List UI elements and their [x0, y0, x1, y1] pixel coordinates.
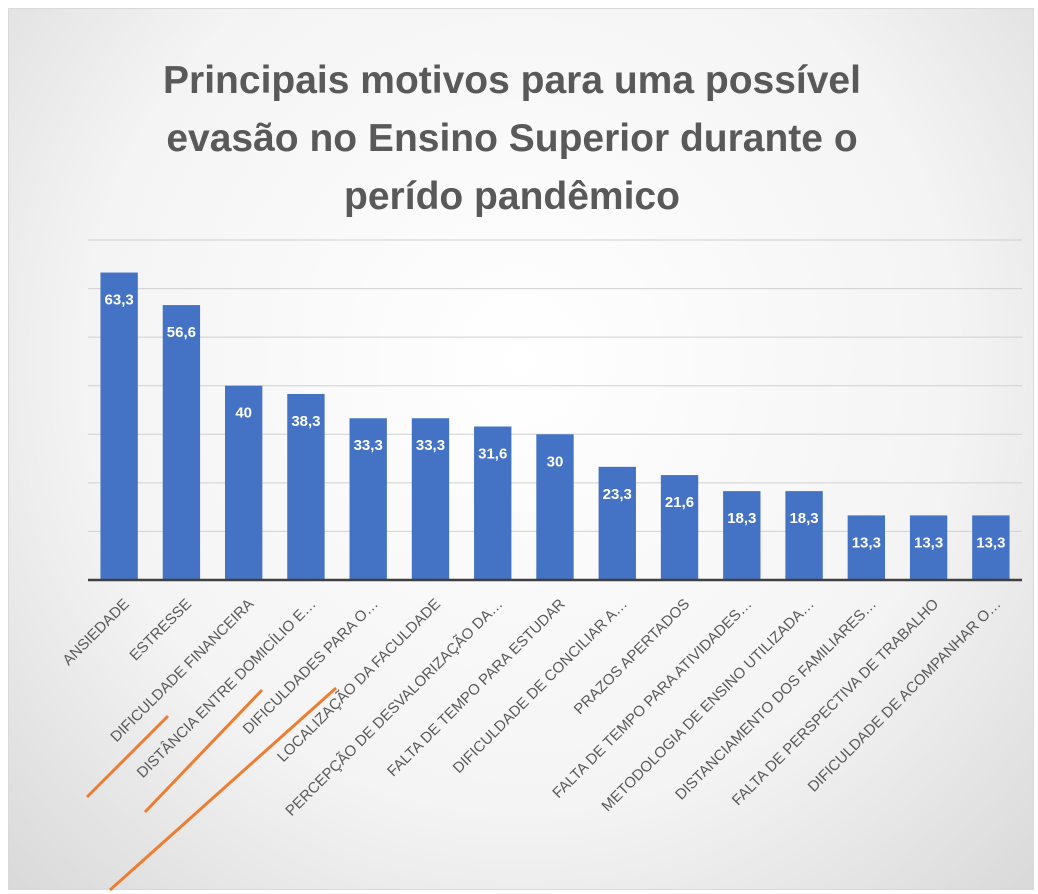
bar [785, 491, 823, 580]
chart-title: Principais motivos para uma possível eva… [163, 59, 861, 218]
annotation-line [143, 688, 264, 814]
bar [287, 393, 325, 580]
bar [536, 434, 574, 580]
value-label: 40 [235, 405, 252, 422]
value-label: 33,3 [416, 437, 445, 454]
bar [598, 466, 636, 580]
bar [224, 385, 263, 580]
value-label: 18,3 [789, 510, 818, 527]
value-label: 13,3 [976, 534, 1005, 551]
bar [660, 475, 699, 580]
bar [972, 515, 1010, 580]
annotation-lines [85, 686, 337, 892]
annotation-line [85, 714, 170, 799]
bar [474, 426, 512, 580]
value-label: 56,6 [167, 324, 196, 341]
value-label: 63,3 [105, 292, 134, 309]
value-label: 13,3 [852, 534, 881, 551]
value-label: 33,3 [354, 437, 383, 454]
bar [723, 491, 761, 580]
annotation-line [109, 686, 337, 892]
x-tick-label: ESTRESSE [126, 596, 195, 665]
value-label: 23,3 [603, 486, 632, 503]
value-label: 21,6 [665, 494, 694, 511]
bar [349, 418, 387, 580]
value-label: 30 [547, 453, 564, 470]
bar [411, 418, 450, 580]
x-tick-label: METODOLOGIA DE ENSINO UTILIZADA… [598, 596, 817, 815]
value-label: 31,6 [478, 445, 507, 462]
bar [100, 272, 138, 580]
bar [162, 305, 201, 580]
bar [909, 515, 948, 580]
x-tick-label: ANSIEDADE [59, 596, 132, 669]
value-label: 18,3 [727, 510, 756, 527]
value-label: 38,3 [291, 413, 320, 430]
bar [847, 515, 886, 580]
value-label: 13,3 [914, 534, 943, 551]
x-tick-label: PRAZOS APERTADOS [571, 596, 693, 718]
